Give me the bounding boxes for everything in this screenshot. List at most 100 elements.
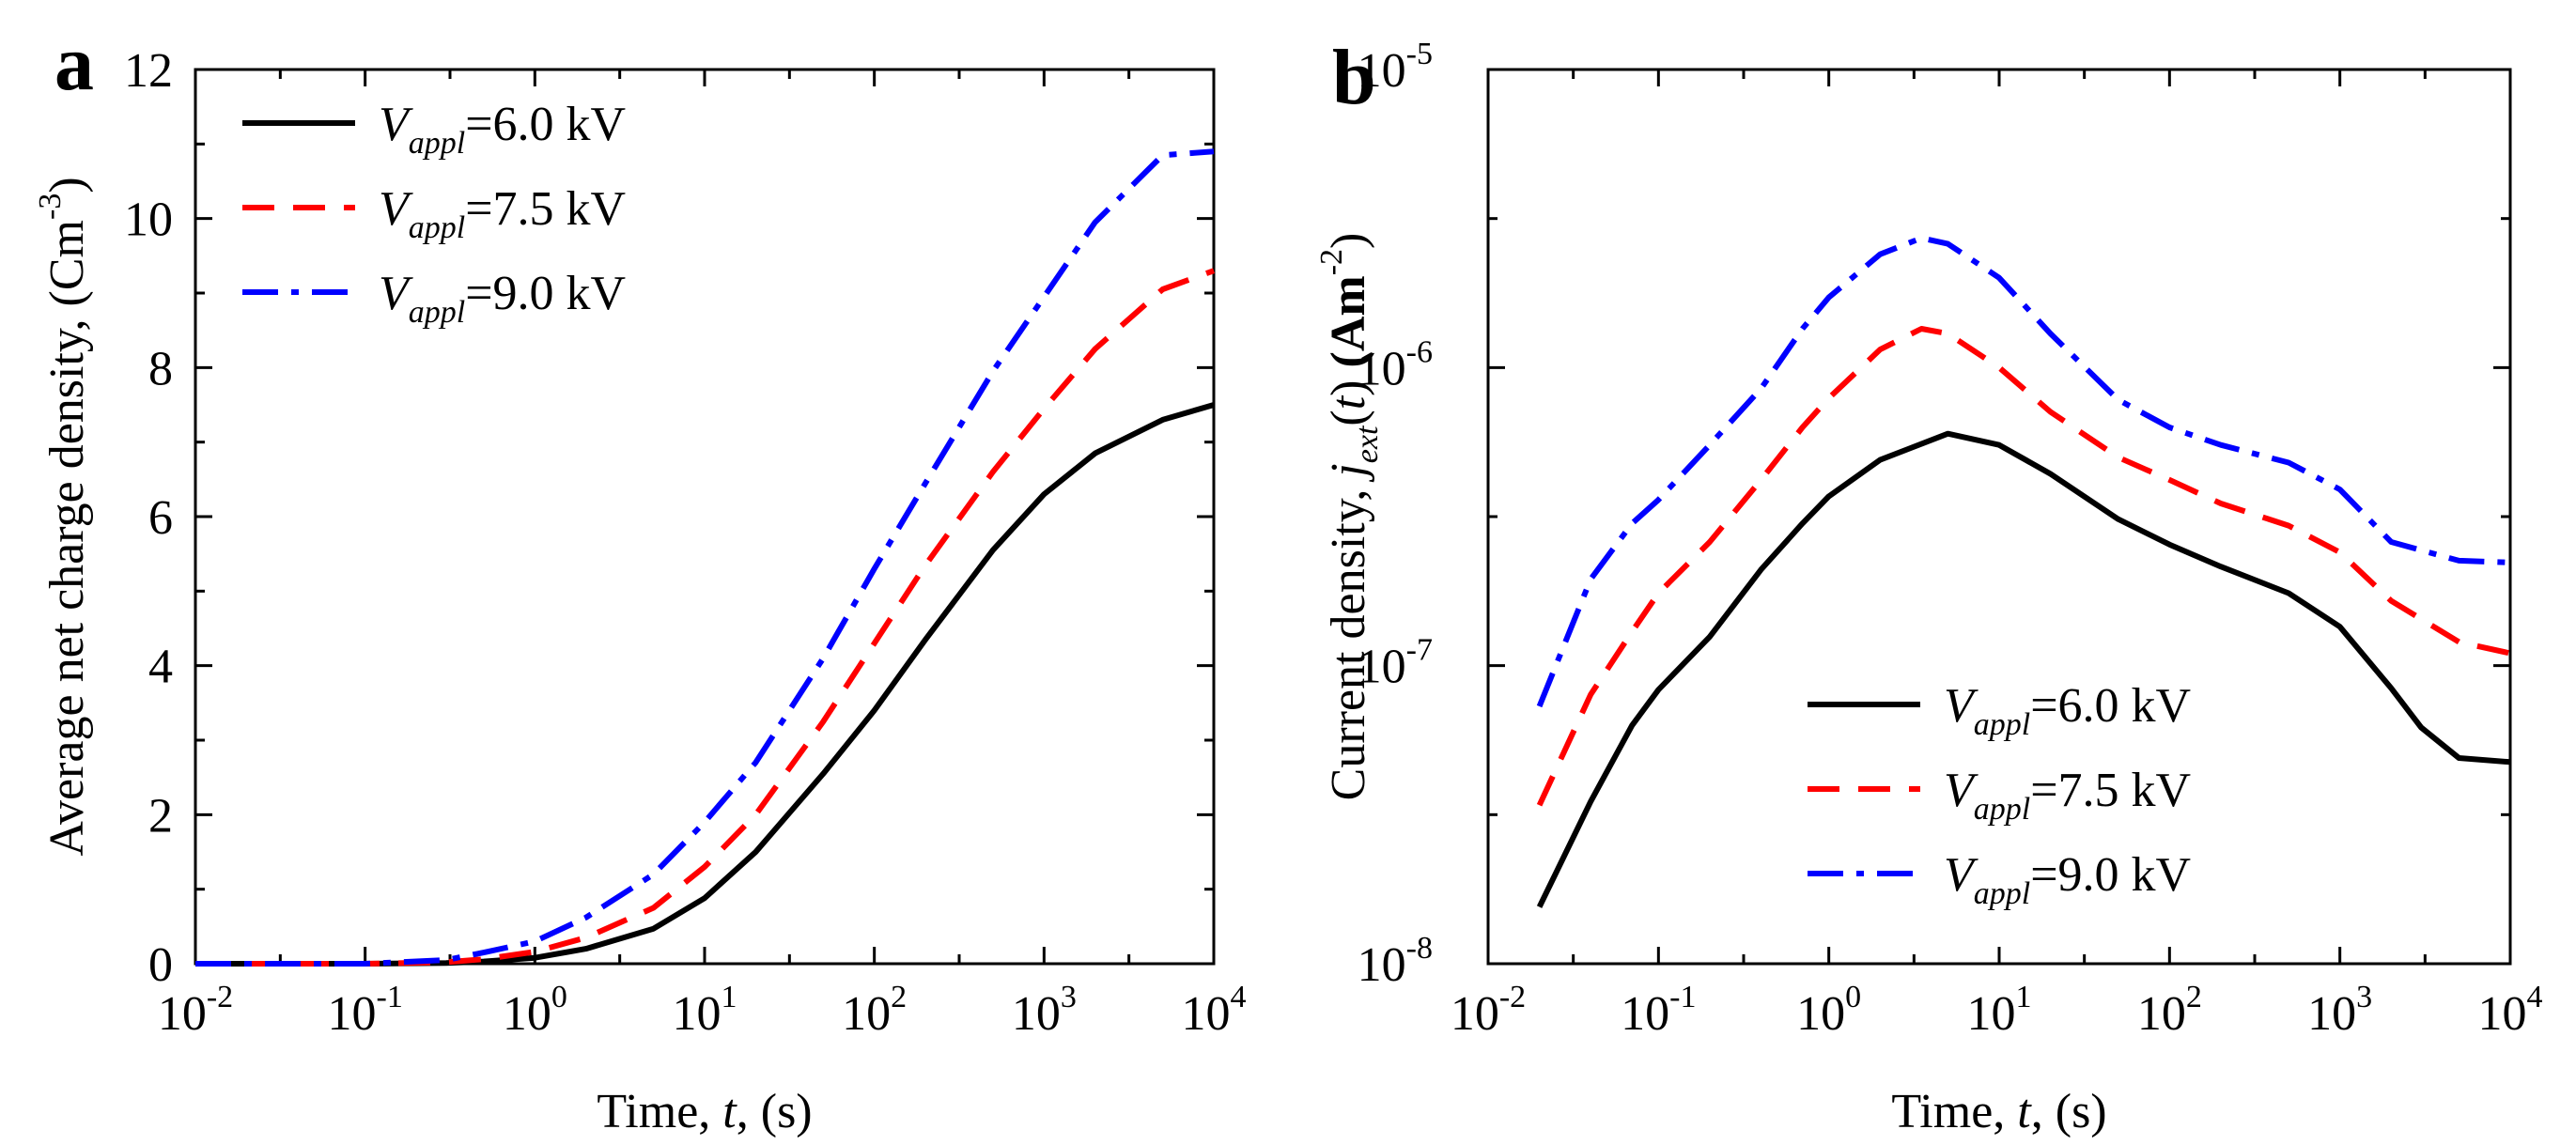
x-tick-base: 10 (503, 987, 551, 1041)
legend-label-1: Vappl=6.0 kV (1944, 679, 2191, 742)
y-tick-label: 10-8 (1358, 931, 1433, 992)
y-tick-exponent: -7 (1406, 633, 1433, 668)
legend-value: =7.5 kV (465, 182, 626, 236)
y-label-variable: j (1322, 463, 1375, 482)
legend-variable: V (379, 267, 413, 320)
y-tick-text: 2 (148, 789, 173, 843)
legend-subscript: appl (1974, 792, 2030, 827)
y-label-unit: (Am (1322, 275, 1375, 379)
y-tick-text: 4 (148, 641, 173, 694)
y-tick-base: 10 (1358, 938, 1406, 992)
y-label-paren-open: ( (1322, 410, 1375, 426)
x-tick-exponent: 4 (1231, 980, 1247, 1014)
y-tick-exponent: -8 (1406, 931, 1433, 966)
x-axis-label: Time, t, (s) (1891, 1085, 2106, 1138)
legend-label-3: Vappl=9.0 kV (1944, 848, 2191, 911)
x-tick-base: 10 (1967, 987, 2016, 1041)
y-label-prefix: Current density, (1322, 477, 1375, 801)
x-tick-base: 10 (2478, 987, 2527, 1041)
y-label-paren-close: ) (1322, 379, 1375, 395)
x-tick-base: 10 (673, 987, 722, 1041)
y-tick-base: 10 (1358, 44, 1406, 98)
x-tick-label: 10-2 (158, 980, 233, 1041)
x-tick-exponent: -1 (1669, 980, 1696, 1014)
y-label-superscript: -2 (1314, 249, 1349, 275)
x-tick-exponent: 3 (1061, 980, 1077, 1014)
y-tick-base: 10 (1358, 342, 1406, 395)
legend-variable: V (379, 182, 413, 236)
x-tick-base: 10 (328, 987, 377, 1041)
legend-subscript: appl (1974, 707, 2030, 742)
y-tick-exponent: -6 (1406, 334, 1433, 369)
legend-value: =6.0 kV (2030, 679, 2191, 733)
x-label-prefix: Time, (1891, 1085, 2017, 1138)
y-tick-label: 10-5 (1358, 37, 1433, 98)
y-tick-text: 12 (124, 44, 173, 98)
x-tick-label: 104 (1182, 980, 1247, 1041)
legend-subscript: appl (409, 295, 465, 330)
series-line-3 (1536, 235, 2511, 708)
legend-value: =9.0 kV (2030, 848, 2191, 902)
x-label-prefix: Time, (597, 1085, 722, 1138)
x-tick-base: 10 (1182, 987, 1231, 1041)
x-tick-base: 10 (1451, 987, 1499, 1041)
legend-subscript: appl (1974, 876, 2030, 911)
x-label-suffix: , (s) (2031, 1085, 2107, 1138)
plot-frame (194, 68, 1216, 966)
x-tick-exponent: -1 (377, 980, 403, 1014)
x-tick-base: 10 (158, 987, 207, 1041)
legend-value: =6.0 kV (465, 98, 626, 151)
legend-subscript: appl (409, 126, 465, 161)
series-line-1 (1536, 430, 2511, 908)
x-tick-exponent: 4 (2527, 980, 2543, 1014)
x-tick-exponent: 1 (2016, 980, 2032, 1014)
y-tick-text: 6 (148, 491, 173, 545)
y-axis-label: Average net charge density, (Cm-3) (33, 177, 94, 856)
x-tick-exponent: 2 (2186, 980, 2202, 1014)
y-label-subscript: ext (1350, 425, 1385, 463)
y-label-variable-t: t (1322, 395, 1375, 410)
legend-subscript: appl (409, 210, 465, 245)
legend-label-1: Vappl=6.0 kV (379, 98, 626, 161)
x-tick-base: 10 (1621, 987, 1669, 1041)
y-tick-label: 4 (148, 641, 173, 694)
y-tick-label: 2 (148, 789, 173, 843)
x-tick-label: 102 (842, 980, 907, 1041)
x-tick-base: 10 (2137, 987, 2186, 1041)
x-tick-label: 103 (1012, 980, 1077, 1041)
y-tick-label: 6 (148, 491, 173, 545)
y-tick-label: 0 (148, 938, 173, 992)
x-tick-base: 10 (1012, 987, 1061, 1041)
y-tick-label: 10-6 (1358, 334, 1433, 395)
series-line-2 (1536, 326, 2511, 807)
y-axis-label: Current density, jext(t) (Am-2) (1314, 233, 1385, 801)
x-tick-base: 10 (1796, 987, 1845, 1041)
y-tick-label: 10-7 (1358, 633, 1433, 694)
y-tick-text: 10 (124, 193, 173, 247)
x-tick-exponent: 2 (891, 980, 907, 1014)
y-tick-base: 10 (1358, 641, 1406, 694)
x-tick-base: 10 (842, 987, 891, 1041)
x-tick-exponent: 0 (1845, 980, 1861, 1014)
y-tick-label: 12 (124, 44, 173, 98)
y-label-superscript: -3 (33, 193, 68, 220)
x-tick-label: 100 (503, 980, 567, 1041)
x-tick-exponent: 0 (551, 980, 567, 1014)
x-label-variable: t (722, 1085, 737, 1138)
series-line-3 (195, 148, 1215, 967)
legend-value: =7.5 kV (2030, 764, 2191, 817)
y-tick-label: 10 (124, 193, 173, 247)
legend-label-2: Vappl=7.5 kV (1944, 764, 2191, 827)
x-tick-label: 103 (2307, 980, 2372, 1041)
x-tick-exponent: 3 (2356, 980, 2372, 1014)
y-tick-text: 0 (148, 938, 173, 992)
x-axis-label: Time, t, (s) (597, 1085, 812, 1138)
panel-label: b (1332, 34, 1376, 121)
y-tick-exponent: -5 (1406, 37, 1433, 71)
x-tick-label: 101 (673, 980, 737, 1041)
x-label-variable: t (2017, 1085, 2032, 1138)
legend-variable: V (1944, 764, 1979, 817)
legend-variable: V (1944, 848, 1979, 902)
